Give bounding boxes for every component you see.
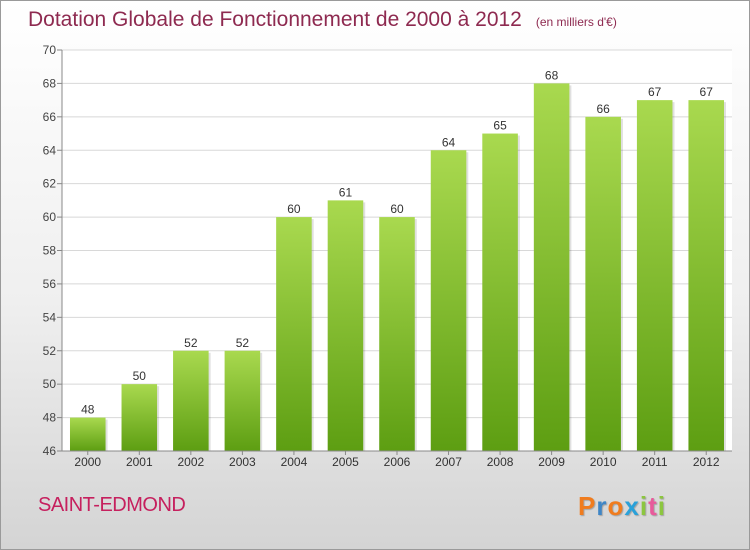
bar-2002 (173, 350, 209, 451)
bar-2004 (276, 217, 312, 451)
x-tick-label: 2012 (693, 455, 720, 469)
bar-2008 (482, 133, 518, 451)
bar-2007 (430, 150, 467, 451)
chart-title-text: Dotation Globale de Fonctionnement de 20… (28, 8, 522, 31)
x-tick-label: 2010 (590, 455, 617, 469)
logo-letter: i (657, 491, 666, 521)
y-tick-label: 68 (43, 76, 57, 90)
x-tick-label: 2011 (642, 455, 668, 469)
bar-2003 (224, 350, 261, 451)
bar-value-label: 60 (390, 202, 404, 216)
bar-2005 (327, 200, 364, 451)
logo-letter: t (648, 491, 658, 521)
x-tick-label: 2007 (435, 455, 462, 469)
x-tick-label: 2001 (126, 455, 153, 469)
bars: 48 50 52 52 60 61 60 64 65 68 66 67 67 (69, 68, 727, 452)
bar-2011 (636, 100, 673, 451)
x-tick-label: 2006 (384, 455, 411, 469)
bar-value-label: 52 (184, 336, 198, 350)
logo-letter: x (624, 491, 640, 521)
x-tick-label: 2004 (281, 455, 308, 469)
bar-value-label: 68 (545, 68, 559, 82)
bar-2001 (121, 384, 158, 451)
y-tick-label: 66 (43, 110, 57, 124)
bar-value-label: 60 (287, 202, 301, 216)
commune-name: SAINT-EDMOND (38, 494, 186, 516)
bar-2006 (379, 217, 415, 451)
y-tick-label: 70 (43, 43, 57, 57)
y-tick-label: 62 (43, 177, 57, 191)
y-tick-label: 48 (43, 411, 57, 425)
bar-value-label: 50 (133, 369, 147, 383)
x-tick-label: 2008 (487, 455, 514, 469)
bar-value-label: 65 (493, 119, 507, 133)
logo-letter: o (607, 491, 625, 521)
logo-letter: r (596, 491, 608, 521)
proxiti-logo: Proxiti (578, 491, 666, 522)
x-tick-label: 2009 (538, 455, 565, 469)
logo-letter: i (639, 491, 649, 521)
x-tick-label: 2000 (74, 455, 101, 469)
bar-2012 (688, 100, 725, 451)
bar-2010 (585, 116, 621, 451)
bar-value-label: 48 (81, 403, 95, 417)
y-tick-label: 52 (43, 344, 57, 358)
y-tick-label: 46 (43, 444, 57, 458)
chart-title: Dotation Globale de Fonctionnement de 20… (28, 8, 617, 32)
bar-value-label: 52 (236, 336, 250, 350)
y-tick-label: 56 (43, 277, 57, 291)
y-tick-label: 64 (43, 143, 57, 157)
bar-value-label: 64 (442, 135, 456, 149)
y-tick-label: 60 (43, 210, 57, 224)
axes: 46 48 50 52 54 56 58 60 62 64 66 68 70 2000 2001 2002 20… (43, 43, 732, 469)
y-tick-label: 54 (43, 310, 57, 324)
bar-value-label: 67 (648, 85, 662, 99)
y-tick-label: 58 (43, 244, 57, 258)
x-tick-label: 2005 (332, 455, 359, 469)
bar-value-label: 61 (339, 185, 353, 199)
bar-2000 (69, 417, 106, 451)
x-tick-label: 2002 (177, 455, 204, 469)
bar-2009 (533, 83, 570, 452)
logo-letter: P (578, 491, 597, 521)
bar-value-label: 67 (700, 85, 714, 99)
chart-subtitle: (en milliers d'€) (535, 15, 617, 29)
bar-value-label: 66 (596, 102, 610, 116)
x-tick-label: 2003 (229, 455, 256, 469)
y-tick-label: 50 (43, 377, 57, 391)
